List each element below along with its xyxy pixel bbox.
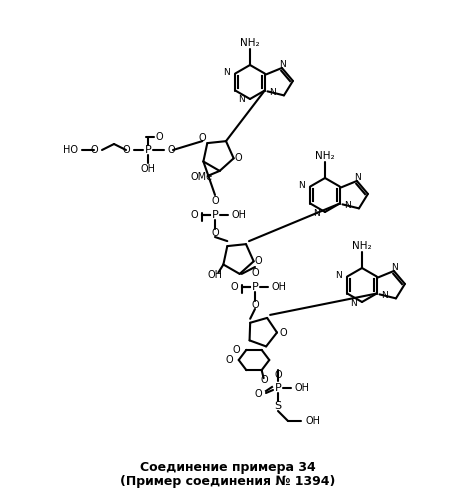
- Text: P: P: [274, 383, 281, 393]
- Text: N: N: [268, 88, 275, 97]
- Text: O: O: [198, 133, 206, 143]
- Text: P: P: [211, 210, 218, 220]
- Text: O: O: [254, 389, 262, 399]
- Text: N: N: [279, 60, 286, 70]
- Text: O: O: [254, 256, 262, 266]
- Text: OH: OH: [232, 210, 247, 220]
- Text: N: N: [391, 264, 397, 272]
- Text: NH₂: NH₂: [351, 241, 371, 251]
- Text: N: N: [343, 201, 350, 210]
- Text: O: O: [251, 300, 258, 310]
- Text: NH₂: NH₂: [240, 38, 259, 48]
- Text: P: P: [144, 145, 151, 155]
- Text: O: O: [90, 145, 98, 155]
- Text: N: N: [238, 96, 244, 104]
- Text: N: N: [313, 208, 319, 218]
- Text: N: N: [223, 68, 230, 77]
- Text: Соединение примера 34: Соединение примера 34: [140, 462, 315, 474]
- Text: O: O: [230, 282, 238, 292]
- Text: HO: HO: [63, 145, 78, 155]
- Text: O: O: [211, 196, 218, 206]
- Text: O: O: [190, 210, 197, 220]
- Text: OH: OH: [271, 282, 286, 292]
- Text: N: N: [298, 181, 304, 190]
- Text: OH: OH: [207, 270, 222, 280]
- Text: O: O: [260, 375, 268, 385]
- Text: O: O: [211, 228, 218, 238]
- Text: N: N: [380, 291, 387, 300]
- Text: N: N: [354, 174, 360, 182]
- Text: O: O: [251, 268, 258, 278]
- Text: O: O: [225, 355, 232, 365]
- Text: O: O: [273, 370, 281, 380]
- Text: OMe: OMe: [190, 172, 212, 182]
- Text: OH: OH: [140, 164, 155, 174]
- Text: (Пример соединения № 1394): (Пример соединения № 1394): [120, 476, 335, 488]
- Text: O: O: [278, 328, 286, 338]
- Text: O: O: [167, 145, 175, 155]
- Text: OH: OH: [305, 416, 320, 426]
- Text: N: N: [349, 298, 356, 308]
- Text: N: N: [335, 271, 342, 280]
- Text: O: O: [232, 345, 240, 355]
- Text: OH: OH: [294, 383, 309, 393]
- Text: NH₂: NH₂: [314, 151, 334, 161]
- Text: O: O: [122, 145, 130, 155]
- Text: P: P: [251, 282, 258, 292]
- Text: O: O: [234, 154, 242, 164]
- Text: O: O: [156, 132, 163, 142]
- Text: S: S: [274, 401, 281, 411]
